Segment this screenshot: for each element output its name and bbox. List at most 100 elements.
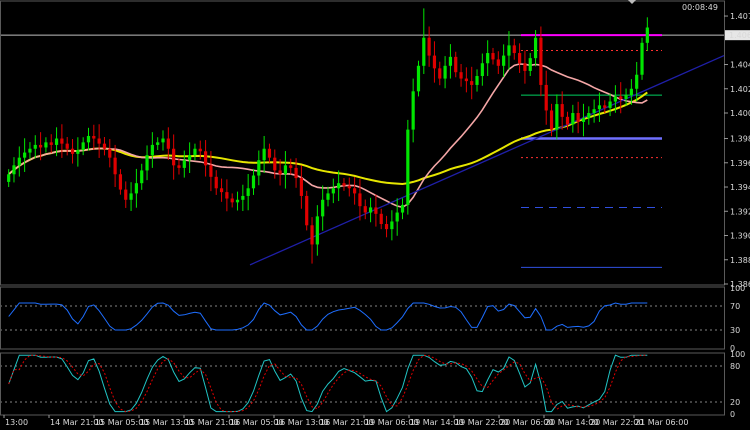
candle-body [65,143,69,149]
candle-body [640,42,644,75]
time-tick-label: 20 Mar 06:00 [500,418,553,427]
candle-body [587,113,591,119]
candle-body [172,148,176,166]
candle-body [411,91,415,130]
candle-body [193,148,197,156]
candle-body [28,148,32,153]
time-tick-label: 14 Mar 21:00 [50,418,103,427]
candle-body [560,104,564,117]
candle-body [97,138,101,144]
price-tick-label: 1.3945 [730,183,750,192]
candle-body [518,53,522,64]
candle-body [182,160,186,168]
candle-body [384,224,389,230]
indicator-tick-label: 100 [730,350,745,359]
candle-body [219,188,224,193]
candle-body [608,101,612,108]
candle-body [7,174,11,182]
candle-body [597,105,602,110]
time-tick-label: 20 Mar 14:00 [545,418,598,427]
candle-body [592,109,596,114]
candle-body [124,189,128,200]
candle-body [331,188,335,194]
candle-body [528,58,532,71]
candle-body [113,157,117,175]
time-tick-label: 16 Mar 21:00 [320,418,373,427]
candle-body [619,96,623,99]
candle-body [246,188,250,196]
candle-body [257,160,261,176]
candle-body [145,155,149,171]
indicator-main-line [8,354,648,413]
candle-body [363,206,367,213]
candle-body [459,72,463,79]
price-tick-label: 1.3983 [730,135,750,144]
indicator-tick-label: 30 [730,326,740,335]
indicator-tick-label: 80 [730,362,740,371]
candle-body [576,113,580,122]
candle-body [262,148,266,161]
candle-body [294,167,298,179]
candle-body [23,152,27,158]
candle-body [613,96,618,102]
indicator-signal-line [8,354,648,413]
candle-body [523,63,527,71]
candle-body [76,150,80,154]
candle-body [44,142,48,148]
indicator-tick-label: 0 [730,410,735,419]
price-pane[interactable] [0,8,725,268]
stochastic-indicator-pane[interactable] [0,354,724,413]
candle-body [278,170,282,175]
candle-body [533,37,538,59]
candle-body [443,65,447,79]
price-tick-label: 1.4022 [730,85,750,94]
candle-body [395,212,399,222]
time-tick-label: 15 Mar 21:00 [185,418,238,427]
indicator-main-line [8,302,648,331]
price-tick-label: 1.3964 [730,159,750,168]
candle-body [635,74,639,89]
rsi-indicator-pane[interactable] [0,302,724,331]
candle-body [241,195,245,200]
candle-body [565,116,570,125]
candle-body [491,53,495,60]
time-tick-label: 15 Mar 05:00 [95,418,148,427]
candle-body [480,63,484,77]
candle-body [70,148,75,154]
time-tick-label: 20 Mar 22:00 [590,418,643,427]
candle-body [150,144,154,156]
candle-body [555,104,559,130]
candle-body [177,165,181,168]
candle-body [347,185,351,189]
candle-body [337,183,341,189]
candle-body [368,207,373,213]
time-tick-label: 16 Mar 13:00 [275,418,328,427]
candle-body [326,193,330,200]
candle-body [60,138,64,144]
countdown-timer: 00:08:49 [682,3,718,12]
candle-body [283,165,288,175]
candle-body [38,144,43,148]
candle-body [108,148,112,158]
indicator-tick-label: 0 [730,344,735,353]
time-tick-label: 21 Mar 06:00 [635,418,688,427]
price-tick-label: 1.3869 [730,280,750,289]
candle-body [539,37,543,85]
time-tick-label: 15 Mar 13:00 [140,418,193,427]
candle-body [416,65,421,92]
time-tick-label: 16 Mar 05:00 [230,418,283,427]
candle-body [299,178,303,196]
candle-body [390,221,394,230]
price-tick-label: 1.4079 [730,12,750,21]
candle-body [315,216,319,245]
candle-body [379,213,383,225]
candle-body [645,27,649,43]
candle-body [422,37,426,66]
candle-body [118,174,123,190]
candle-body [305,195,309,226]
pane-frame [0,352,725,416]
candle-body [581,118,586,122]
current-price-label: 1.4064 [729,31,750,40]
candle-body [432,55,437,69]
